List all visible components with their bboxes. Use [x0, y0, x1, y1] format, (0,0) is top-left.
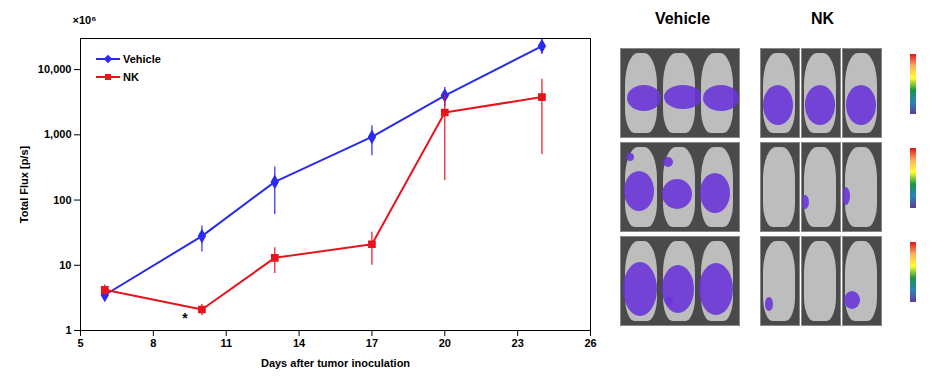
svg-text:23: 23 — [512, 337, 524, 349]
svg-text:1: 1 — [65, 324, 71, 336]
svg-text:Total Flux [p/s]: Total Flux [p/s] — [18, 145, 30, 223]
svg-text:20: 20 — [439, 337, 451, 349]
svg-text:×10⁶: ×10⁶ — [73, 14, 97, 26]
svg-text:10,000: 10,000 — [38, 63, 72, 75]
svg-text:26: 26 — [584, 337, 596, 349]
svg-text:1,000: 1,000 — [44, 128, 72, 140]
svg-text:10: 10 — [59, 259, 71, 271]
html-text:NK: NK — [810, 10, 834, 27]
svg-text:5: 5 — [77, 337, 83, 349]
html-text:Vehicle: Vehicle — [123, 53, 161, 65]
svg-text:11: 11 — [220, 337, 232, 349]
svg-text:8: 8 — [150, 337, 156, 349]
html-text:Vehicle: Vehicle — [654, 10, 711, 27]
svg-text:*: * — [182, 310, 188, 326]
svg-text:17: 17 — [366, 337, 378, 349]
svg-text:14: 14 — [293, 337, 306, 349]
html-text:NK: NK — [123, 71, 139, 83]
svg-text:100: 100 — [53, 194, 71, 206]
svg-text:Days after tumor inoculation: Days after tumor inoculation — [261, 357, 410, 369]
